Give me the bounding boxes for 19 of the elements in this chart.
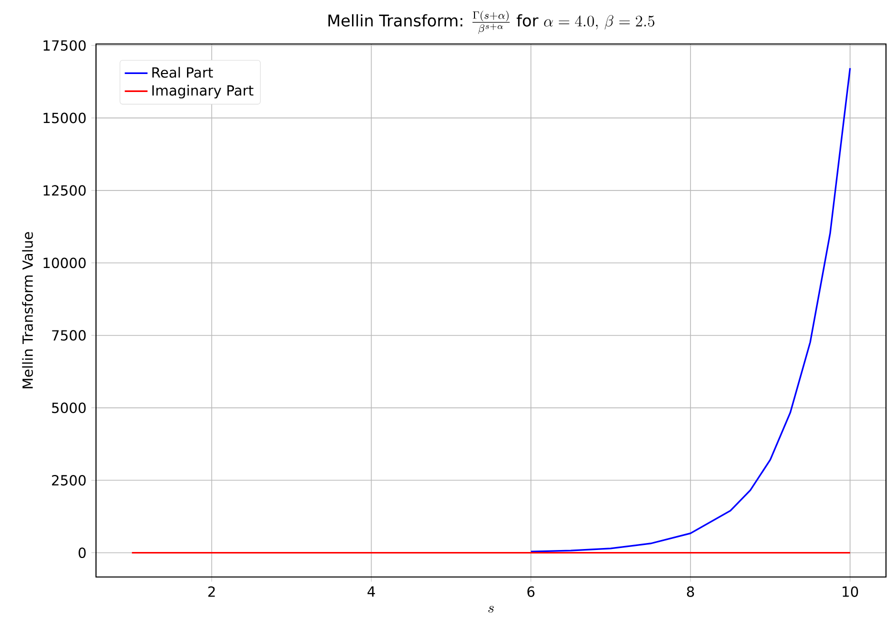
x-tick-label: 8 xyxy=(686,586,694,597)
y-tick-label: 12500 xyxy=(44,185,86,196)
x-tick-label: 6 xyxy=(527,586,534,597)
legend-label: Imaginary Part xyxy=(152,84,254,98)
y-tick-label: 5000 xyxy=(52,402,86,414)
y-tick-label: 0 xyxy=(78,547,86,558)
x-tick-label: 10 xyxy=(842,586,858,597)
legend-label: Real Part xyxy=(152,66,213,78)
y-tick-label: 17500 xyxy=(44,40,86,51)
y-tick-label: 15000 xyxy=(44,112,86,124)
x-tick-label: 4 xyxy=(368,586,375,597)
line-series xyxy=(530,67,851,552)
y-tick-label: 2500 xyxy=(52,474,86,486)
y-tick-label: 10000 xyxy=(44,258,86,268)
chart-title: $\text{Mellin Transform: }\frac{\Gamma(s+\alpha)}{\beta^{s+\alpha}}\text{ for }\alpha=4.0,\,\beta=2.5$ xyxy=(328,10,654,34)
x-axis-title: $s$ xyxy=(488,606,494,613)
x-tick-label: 2 xyxy=(208,586,215,597)
y-axis-title: Mellin Transform Value xyxy=(22,232,33,388)
y-tick-label: 7500 xyxy=(52,330,86,341)
